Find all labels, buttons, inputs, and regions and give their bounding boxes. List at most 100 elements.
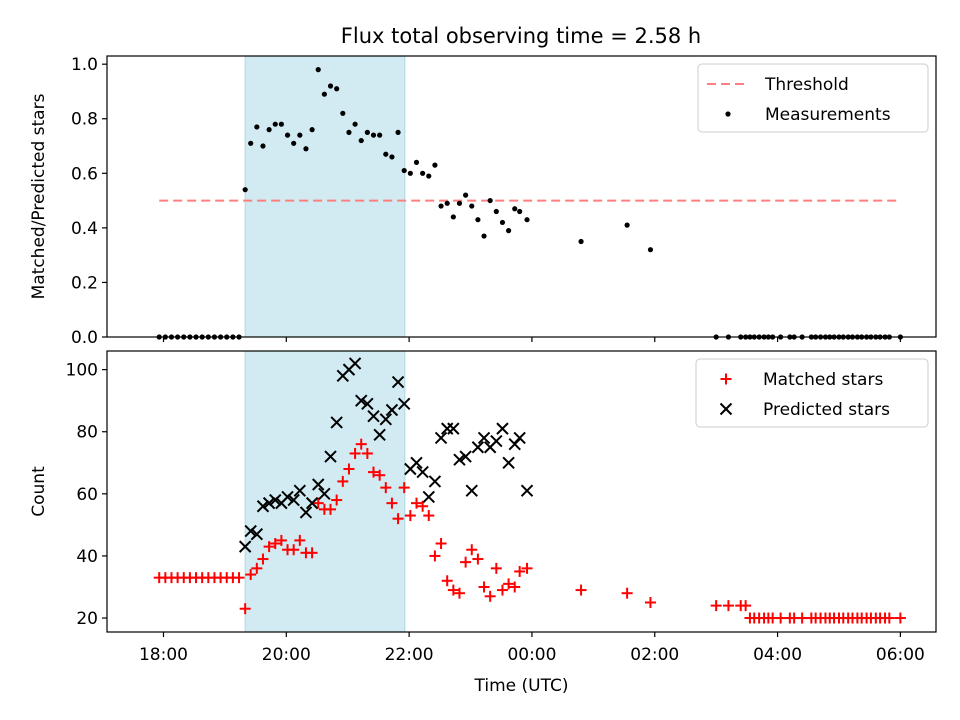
predicted-star-marker — [459, 450, 472, 463]
predicted-star-marker-b — [416, 465, 429, 479]
measurement-point — [389, 154, 395, 160]
predicted-star-marker — [373, 428, 386, 442]
matched-star-marker — [509, 581, 521, 593]
y-tick-label: 0.6 — [71, 164, 98, 184]
predicted-star-marker-b — [513, 431, 526, 445]
matched-star-marker — [521, 562, 533, 574]
matched-star-marker — [490, 562, 502, 574]
y-tick-label: 1.0 — [71, 55, 98, 75]
predicted-star-marker-b — [269, 493, 282, 507]
predicted-star-marker — [447, 422, 460, 435]
matched-star-marker — [894, 612, 906, 624]
measurement-point — [315, 67, 321, 73]
top-panel: 0.0 0.2 0.4 0.6 0.8 1.0 Matched/Predicted star… — [29, 55, 937, 348]
matched-star-marker — [343, 463, 355, 475]
predicted-star-marker-b — [324, 450, 337, 463]
x-tick-label: 18:00 — [139, 645, 188, 665]
bottom-shaded-window — [244, 350, 406, 633]
predicted-star-marker-b — [361, 397, 374, 410]
measurement-point — [272, 121, 278, 127]
predicted-star-marker-b — [428, 475, 442, 488]
matched-star-marker — [575, 584, 587, 596]
matched-star-marker — [331, 494, 343, 506]
matched-star-marker — [644, 597, 656, 609]
y-tick-label: 0.2 — [71, 273, 98, 293]
matched-star-marker — [245, 569, 257, 581]
predicted-star-marker-b — [256, 500, 270, 513]
measurement-point — [475, 217, 481, 223]
measurement-point — [524, 217, 530, 223]
measurement-point — [420, 170, 426, 176]
legend-label: Predicted stars — [763, 400, 890, 420]
predicted-star-marker — [324, 450, 337, 463]
predicted-star-marker — [477, 431, 491, 445]
matched-star-marker — [710, 600, 722, 612]
predicted-star-marker-b — [422, 490, 435, 504]
measurement-point — [340, 110, 346, 116]
predicted-star-marker-b — [318, 487, 331, 501]
predicted-star-marker — [422, 490, 435, 504]
measurement-point — [432, 162, 438, 168]
measurement-point — [407, 170, 413, 176]
measurement-point — [401, 167, 407, 174]
matched-star-marker — [429, 550, 441, 562]
top-shaded-window — [244, 55, 406, 338]
measurement-point — [463, 192, 469, 198]
predicted-star-marker-b — [244, 524, 257, 538]
x-tick-label: 04:00 — [753, 645, 802, 665]
predicted-star-marker-b — [293, 484, 307, 497]
matched-star-marker — [740, 600, 752, 612]
predicted-star-marker-b — [391, 375, 405, 389]
measurement-point — [487, 197, 493, 204]
y-tick-label: 100 — [66, 361, 98, 381]
predicted-star-marker-b — [520, 484, 534, 497]
measurement-point — [493, 208, 499, 215]
predicted-star-marker — [238, 540, 252, 553]
predicted-star-marker-b — [471, 441, 485, 454]
matched-star-marker — [496, 584, 508, 596]
measurement-point — [506, 228, 512, 234]
predicted-star-marker-b — [410, 456, 423, 469]
matched-star-marker — [368, 466, 380, 478]
matched-star-marker — [325, 503, 337, 515]
predicted-star-marker-b — [453, 453, 466, 466]
x-tick-label: 02:00 — [630, 645, 679, 665]
measurement-point — [327, 83, 334, 89]
predicted-star-marker-b — [496, 422, 509, 435]
measurement-point — [481, 233, 487, 239]
predicted-star-marker — [367, 409, 380, 423]
bottom-panel: 20 40 60 80 100 18:00 20:00 22:00 00:00 02:00 04:0… — [29, 350, 937, 696]
predicted-star-marker-b — [447, 422, 460, 435]
bottom-legend: Matched stars Predicted stars — [695, 358, 929, 428]
top-legend: Threshold Measurements — [697, 63, 929, 133]
matched-star-marker — [796, 612, 808, 624]
predicted-star-marker-b — [373, 428, 386, 442]
matched-star-marker — [460, 556, 472, 568]
predicted-star-marker — [428, 475, 442, 488]
predicted-star-marker-b — [250, 527, 264, 541]
legend-measurements-swatch — [725, 111, 731, 117]
bottom-y-axis-label: Count — [29, 466, 49, 517]
predicted-star-marker-b — [281, 490, 294, 504]
measurement-point — [413, 159, 420, 165]
matched-star-marker — [472, 553, 484, 565]
predicted-star-marker — [440, 422, 454, 435]
measurement-point — [358, 137, 364, 144]
measurement-point — [297, 132, 303, 138]
matched-star-marker — [294, 534, 306, 546]
matched-star-marker — [621, 587, 633, 599]
measurement-point — [438, 203, 444, 209]
x-tick-label: 00:00 — [507, 645, 556, 665]
predicted-star-marker — [262, 496, 276, 510]
matched-star-marker — [337, 475, 349, 487]
measurement-point — [352, 121, 358, 127]
x-tick-label: 22:00 — [385, 645, 434, 665]
measurement-point — [254, 124, 260, 130]
top-legend-box — [697, 63, 929, 133]
bottom-legend-box — [695, 358, 929, 428]
measurement-point — [242, 187, 248, 193]
matched-star-marker — [417, 500, 429, 512]
matched-star-marker — [398, 482, 410, 494]
predicted-star-marker-b — [355, 394, 368, 407]
measurement-point — [284, 132, 291, 138]
